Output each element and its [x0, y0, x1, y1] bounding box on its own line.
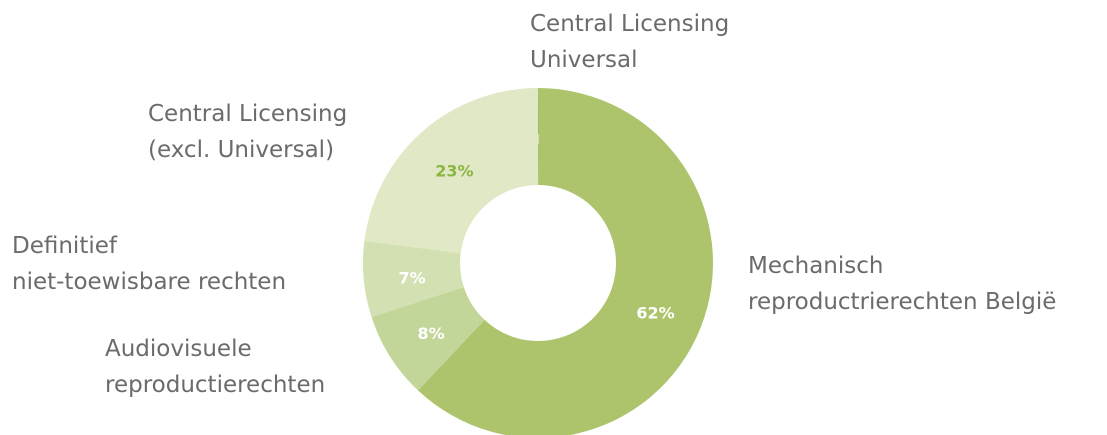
value-label: 62% — [636, 303, 674, 322]
category-label: Definitief niet-toewisbare rechten — [12, 233, 287, 295]
donut-slice — [362, 240, 464, 317]
value-label: 7% — [398, 268, 425, 287]
category-label: Central Licensing (excl. Universal) — [148, 101, 348, 163]
donut-slice — [364, 88, 538, 254]
value-label: 23% — [435, 162, 473, 181]
donut-slice — [371, 287, 485, 391]
donut-slice — [418, 88, 713, 435]
donut-slice — [538, 88, 539, 186]
value-label: 8% — [418, 324, 445, 343]
category-label: Central Licensing Universal — [530, 11, 730, 73]
category-label: Mechanisch reproductrierechten België — [748, 253, 1057, 315]
category-label: Audiovisuele reproductierechten — [105, 336, 326, 398]
